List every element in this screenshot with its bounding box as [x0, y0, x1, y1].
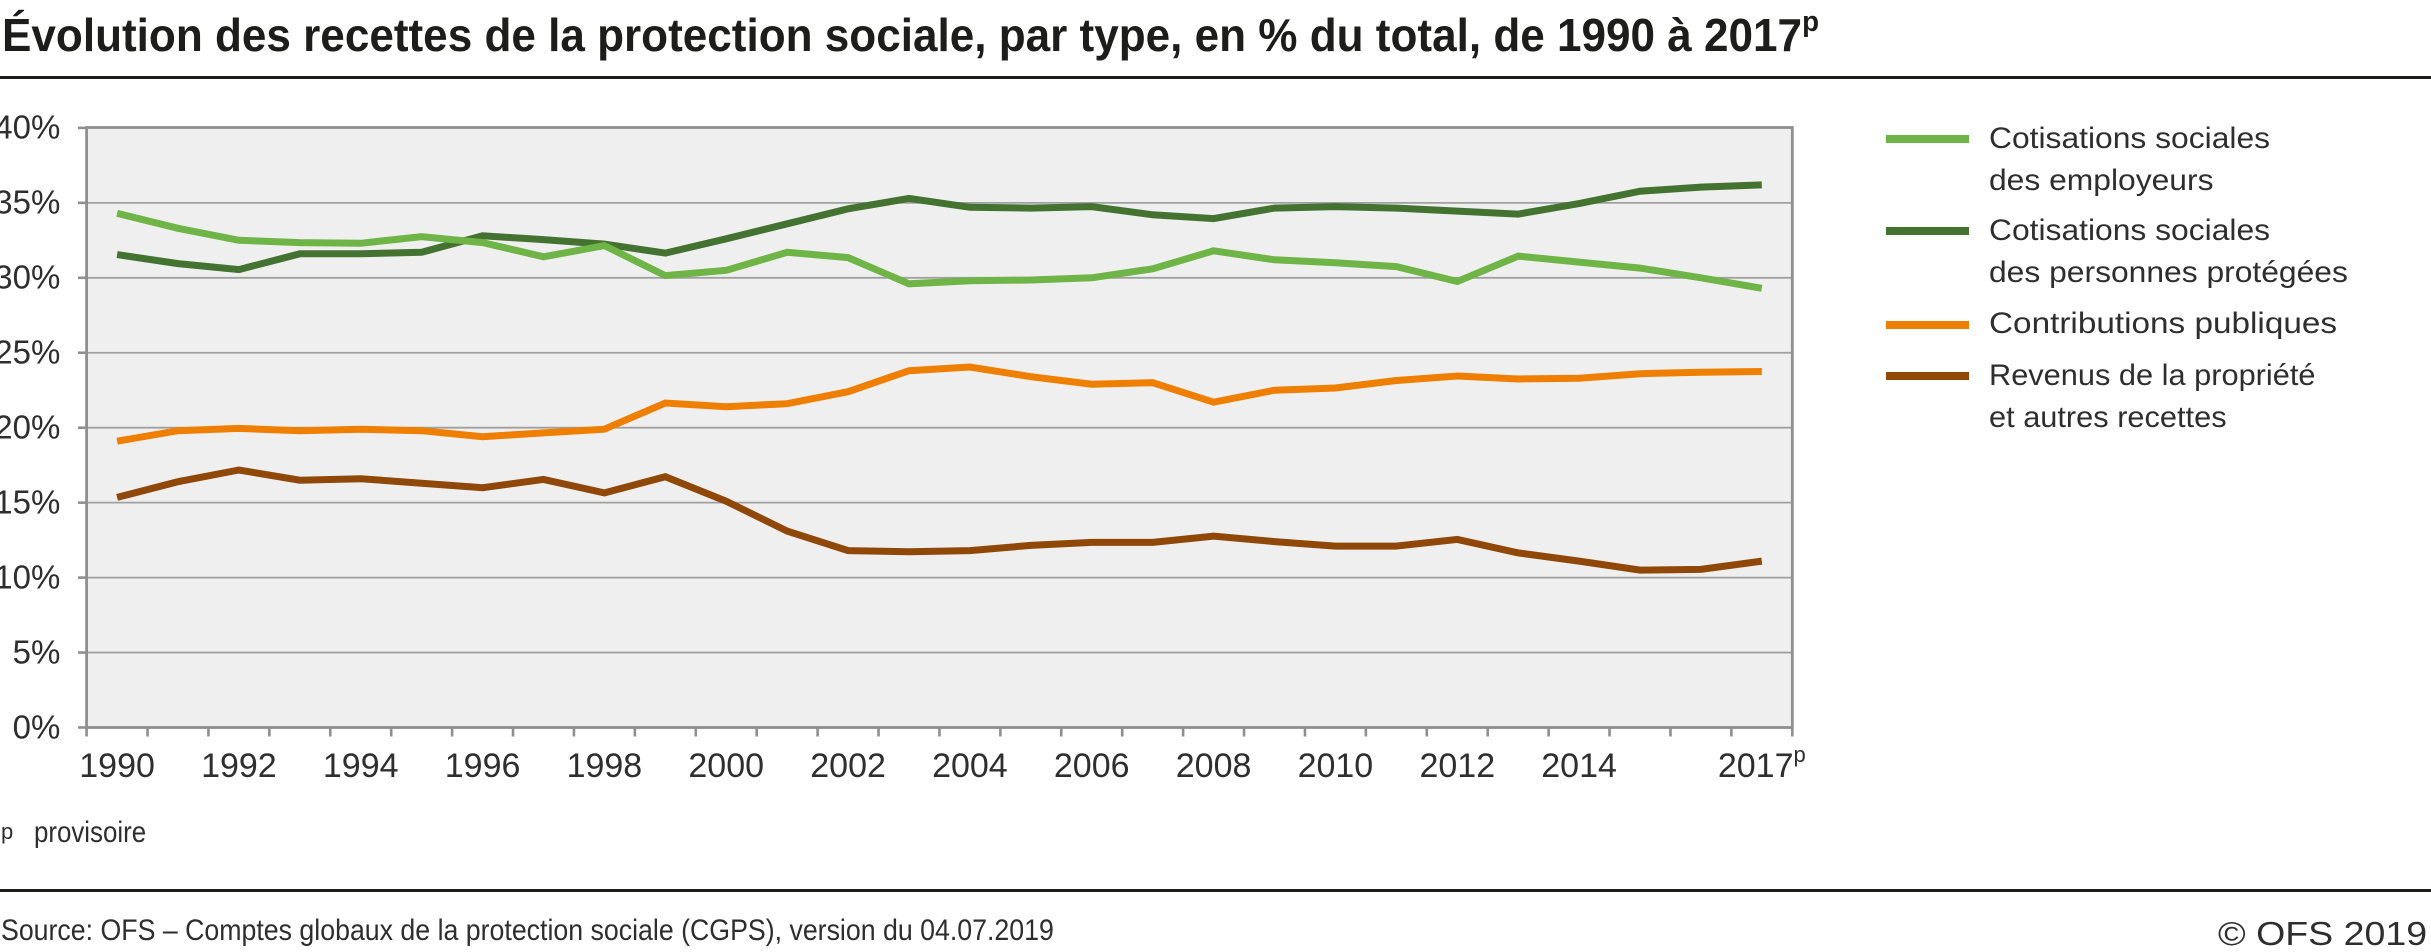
svg-text:0%: 0% [13, 708, 61, 745]
svg-text:1998: 1998 [567, 747, 643, 785]
svg-text:2010: 2010 [1298, 747, 1374, 785]
svg-text:1996: 1996 [445, 747, 521, 785]
svg-text:10%: 10% [0, 558, 60, 595]
svg-text:2004: 2004 [932, 747, 1008, 785]
svg-text:2006: 2006 [1054, 747, 1130, 785]
svg-text:35%: 35% [0, 184, 60, 221]
svg-text:20%: 20% [0, 409, 60, 446]
svg-text:2000: 2000 [688, 747, 764, 785]
svg-text:15%: 15% [0, 483, 60, 520]
svg-text:40%: 40% [0, 109, 60, 146]
svg-text:5%: 5% [13, 633, 61, 670]
svg-text:2012: 2012 [1419, 747, 1495, 785]
svg-text:2014: 2014 [1541, 747, 1617, 785]
svg-text:1994: 1994 [323, 747, 399, 785]
svg-text:2008: 2008 [1176, 747, 1252, 785]
svg-text:1992: 1992 [201, 747, 277, 785]
svg-text:25%: 25% [0, 334, 60, 371]
svg-text:1990: 1990 [79, 747, 155, 785]
svg-text:2017p: 2017p [1718, 742, 1806, 785]
svg-text:30%: 30% [0, 259, 60, 296]
svg-text:2002: 2002 [810, 747, 886, 785]
